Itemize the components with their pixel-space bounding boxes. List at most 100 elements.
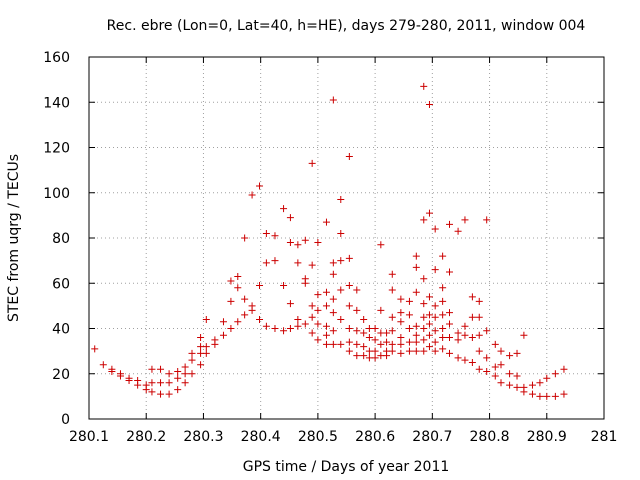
data-point bbox=[397, 334, 405, 342]
data-point bbox=[165, 379, 173, 387]
data-point bbox=[219, 331, 227, 339]
data-point bbox=[286, 214, 294, 222]
data-point bbox=[148, 365, 156, 373]
data-point bbox=[157, 390, 165, 398]
data-point bbox=[513, 372, 521, 380]
data-point bbox=[461, 356, 469, 364]
data-point bbox=[294, 322, 302, 330]
y-tick-label: 80 bbox=[52, 231, 70, 247]
data-point bbox=[142, 386, 150, 394]
data-point bbox=[491, 363, 499, 371]
data-point bbox=[420, 313, 428, 321]
data-point bbox=[353, 306, 361, 314]
data-point bbox=[491, 372, 499, 380]
data-point bbox=[241, 311, 249, 319]
data-point bbox=[202, 349, 210, 357]
data-point bbox=[371, 325, 379, 332]
data-point bbox=[425, 331, 433, 339]
data-point bbox=[425, 101, 433, 109]
data-point bbox=[337, 315, 345, 323]
data-point bbox=[425, 293, 433, 301]
data-point bbox=[454, 227, 462, 235]
data-point bbox=[405, 338, 413, 346]
data-point bbox=[188, 349, 196, 357]
data-point bbox=[397, 340, 405, 348]
data-point bbox=[360, 352, 368, 360]
data-point bbox=[397, 349, 405, 357]
data-point bbox=[397, 295, 405, 303]
data-point bbox=[286, 239, 294, 247]
data-point bbox=[286, 325, 294, 332]
data-point bbox=[475, 365, 483, 373]
data-point bbox=[181, 363, 189, 371]
data-point bbox=[513, 349, 521, 357]
data-point bbox=[497, 361, 505, 369]
x-axis-label: GPS time / Days of year 2011 bbox=[243, 459, 450, 475]
data-point bbox=[294, 259, 302, 267]
data-point bbox=[431, 302, 439, 310]
data-point bbox=[157, 379, 165, 387]
data-point bbox=[383, 338, 391, 346]
x-tick-label: 280.6 bbox=[355, 429, 395, 445]
y-tick-label: 0 bbox=[61, 412, 70, 428]
data-point bbox=[280, 282, 288, 290]
data-point bbox=[314, 320, 322, 328]
y-tick-label: 160 bbox=[43, 50, 70, 66]
data-point bbox=[337, 229, 345, 237]
data-point bbox=[536, 392, 544, 400]
data-point bbox=[280, 205, 288, 213]
data-point bbox=[234, 272, 242, 280]
data-point bbox=[308, 261, 316, 269]
data-point bbox=[560, 365, 568, 373]
data-point bbox=[329, 295, 337, 303]
data-point bbox=[345, 338, 353, 346]
data-point bbox=[174, 367, 182, 375]
data-point bbox=[345, 153, 353, 161]
data-point bbox=[227, 277, 235, 285]
data-point bbox=[412, 338, 420, 346]
y-tick-label: 120 bbox=[43, 141, 70, 157]
data-point bbox=[388, 270, 396, 278]
y-tick-label: 100 bbox=[43, 186, 70, 202]
data-point bbox=[219, 318, 227, 326]
data-point bbox=[377, 306, 385, 314]
data-point bbox=[271, 325, 279, 332]
data-point bbox=[280, 327, 288, 335]
data-point bbox=[99, 361, 107, 369]
data-point bbox=[446, 334, 453, 342]
data-point bbox=[345, 325, 353, 332]
data-point bbox=[377, 340, 385, 348]
data-point bbox=[211, 340, 219, 348]
data-point bbox=[431, 338, 439, 346]
x-tick-label: 280.2 bbox=[126, 429, 166, 445]
y-tick-label: 140 bbox=[43, 95, 70, 111]
data-point bbox=[388, 340, 396, 348]
data-point bbox=[520, 388, 528, 396]
data-point bbox=[165, 370, 173, 378]
data-point bbox=[197, 361, 205, 369]
data-point bbox=[322, 288, 330, 296]
data-point bbox=[412, 288, 420, 296]
x-tick-label: 280.3 bbox=[183, 429, 223, 445]
data-point bbox=[446, 349, 453, 357]
x-tick-label: 280.4 bbox=[241, 429, 281, 445]
data-point bbox=[329, 259, 337, 267]
y-tick-label: 60 bbox=[52, 276, 70, 292]
data-point bbox=[157, 365, 165, 373]
data-point bbox=[425, 320, 433, 328]
data-point bbox=[405, 347, 413, 355]
data-point bbox=[125, 377, 133, 385]
data-point bbox=[497, 347, 505, 355]
data-point bbox=[188, 356, 196, 364]
data-point bbox=[454, 336, 462, 344]
data-point bbox=[420, 82, 428, 90]
data-point bbox=[353, 327, 361, 335]
data-point bbox=[377, 241, 385, 249]
data-point bbox=[174, 374, 182, 382]
data-point bbox=[475, 297, 483, 305]
data-point bbox=[322, 218, 330, 226]
data-point bbox=[388, 286, 396, 294]
data-point bbox=[439, 325, 447, 332]
data-point bbox=[322, 331, 330, 339]
x-tick-label: 280.7 bbox=[412, 429, 452, 445]
